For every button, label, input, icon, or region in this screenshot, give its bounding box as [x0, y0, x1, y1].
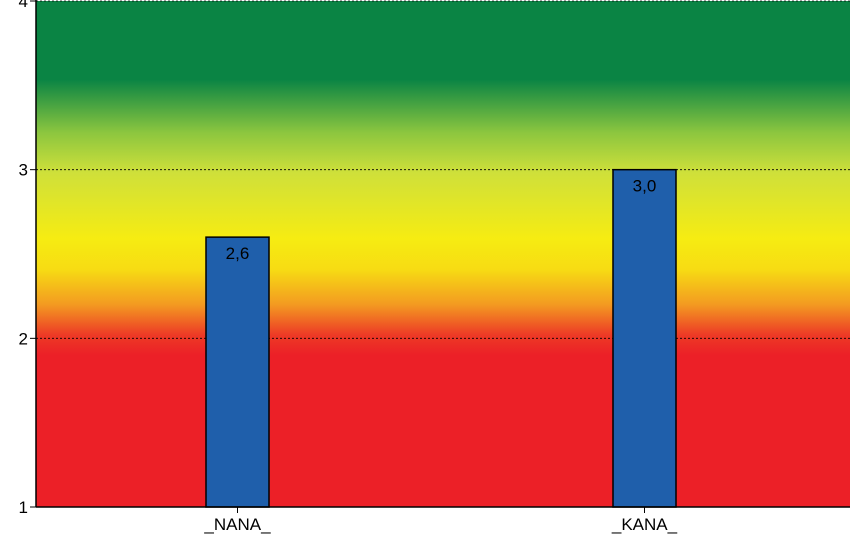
plot-background: [36, 1, 850, 507]
bars: [205, 168, 677, 508]
y-tick-label: 3: [19, 161, 28, 180]
labels: 1 2 3 4 2,6 _NANA_ 3,0 _KANA_: [19, 0, 678, 534]
bar-kana: [612, 168, 677, 508]
y-tick-label: 2: [19, 329, 28, 348]
x-category-label: _NANA_: [203, 515, 271, 534]
bar-nana: [205, 236, 270, 508]
bar-value-label: 3,0: [633, 177, 657, 196]
y-tick-label: 4: [19, 0, 28, 11]
axes: [30, 0, 850, 513]
bar-value-label: 2,6: [226, 244, 250, 263]
y-tick-label: 1: [19, 498, 28, 517]
x-category-label: _KANA_: [611, 515, 678, 534]
